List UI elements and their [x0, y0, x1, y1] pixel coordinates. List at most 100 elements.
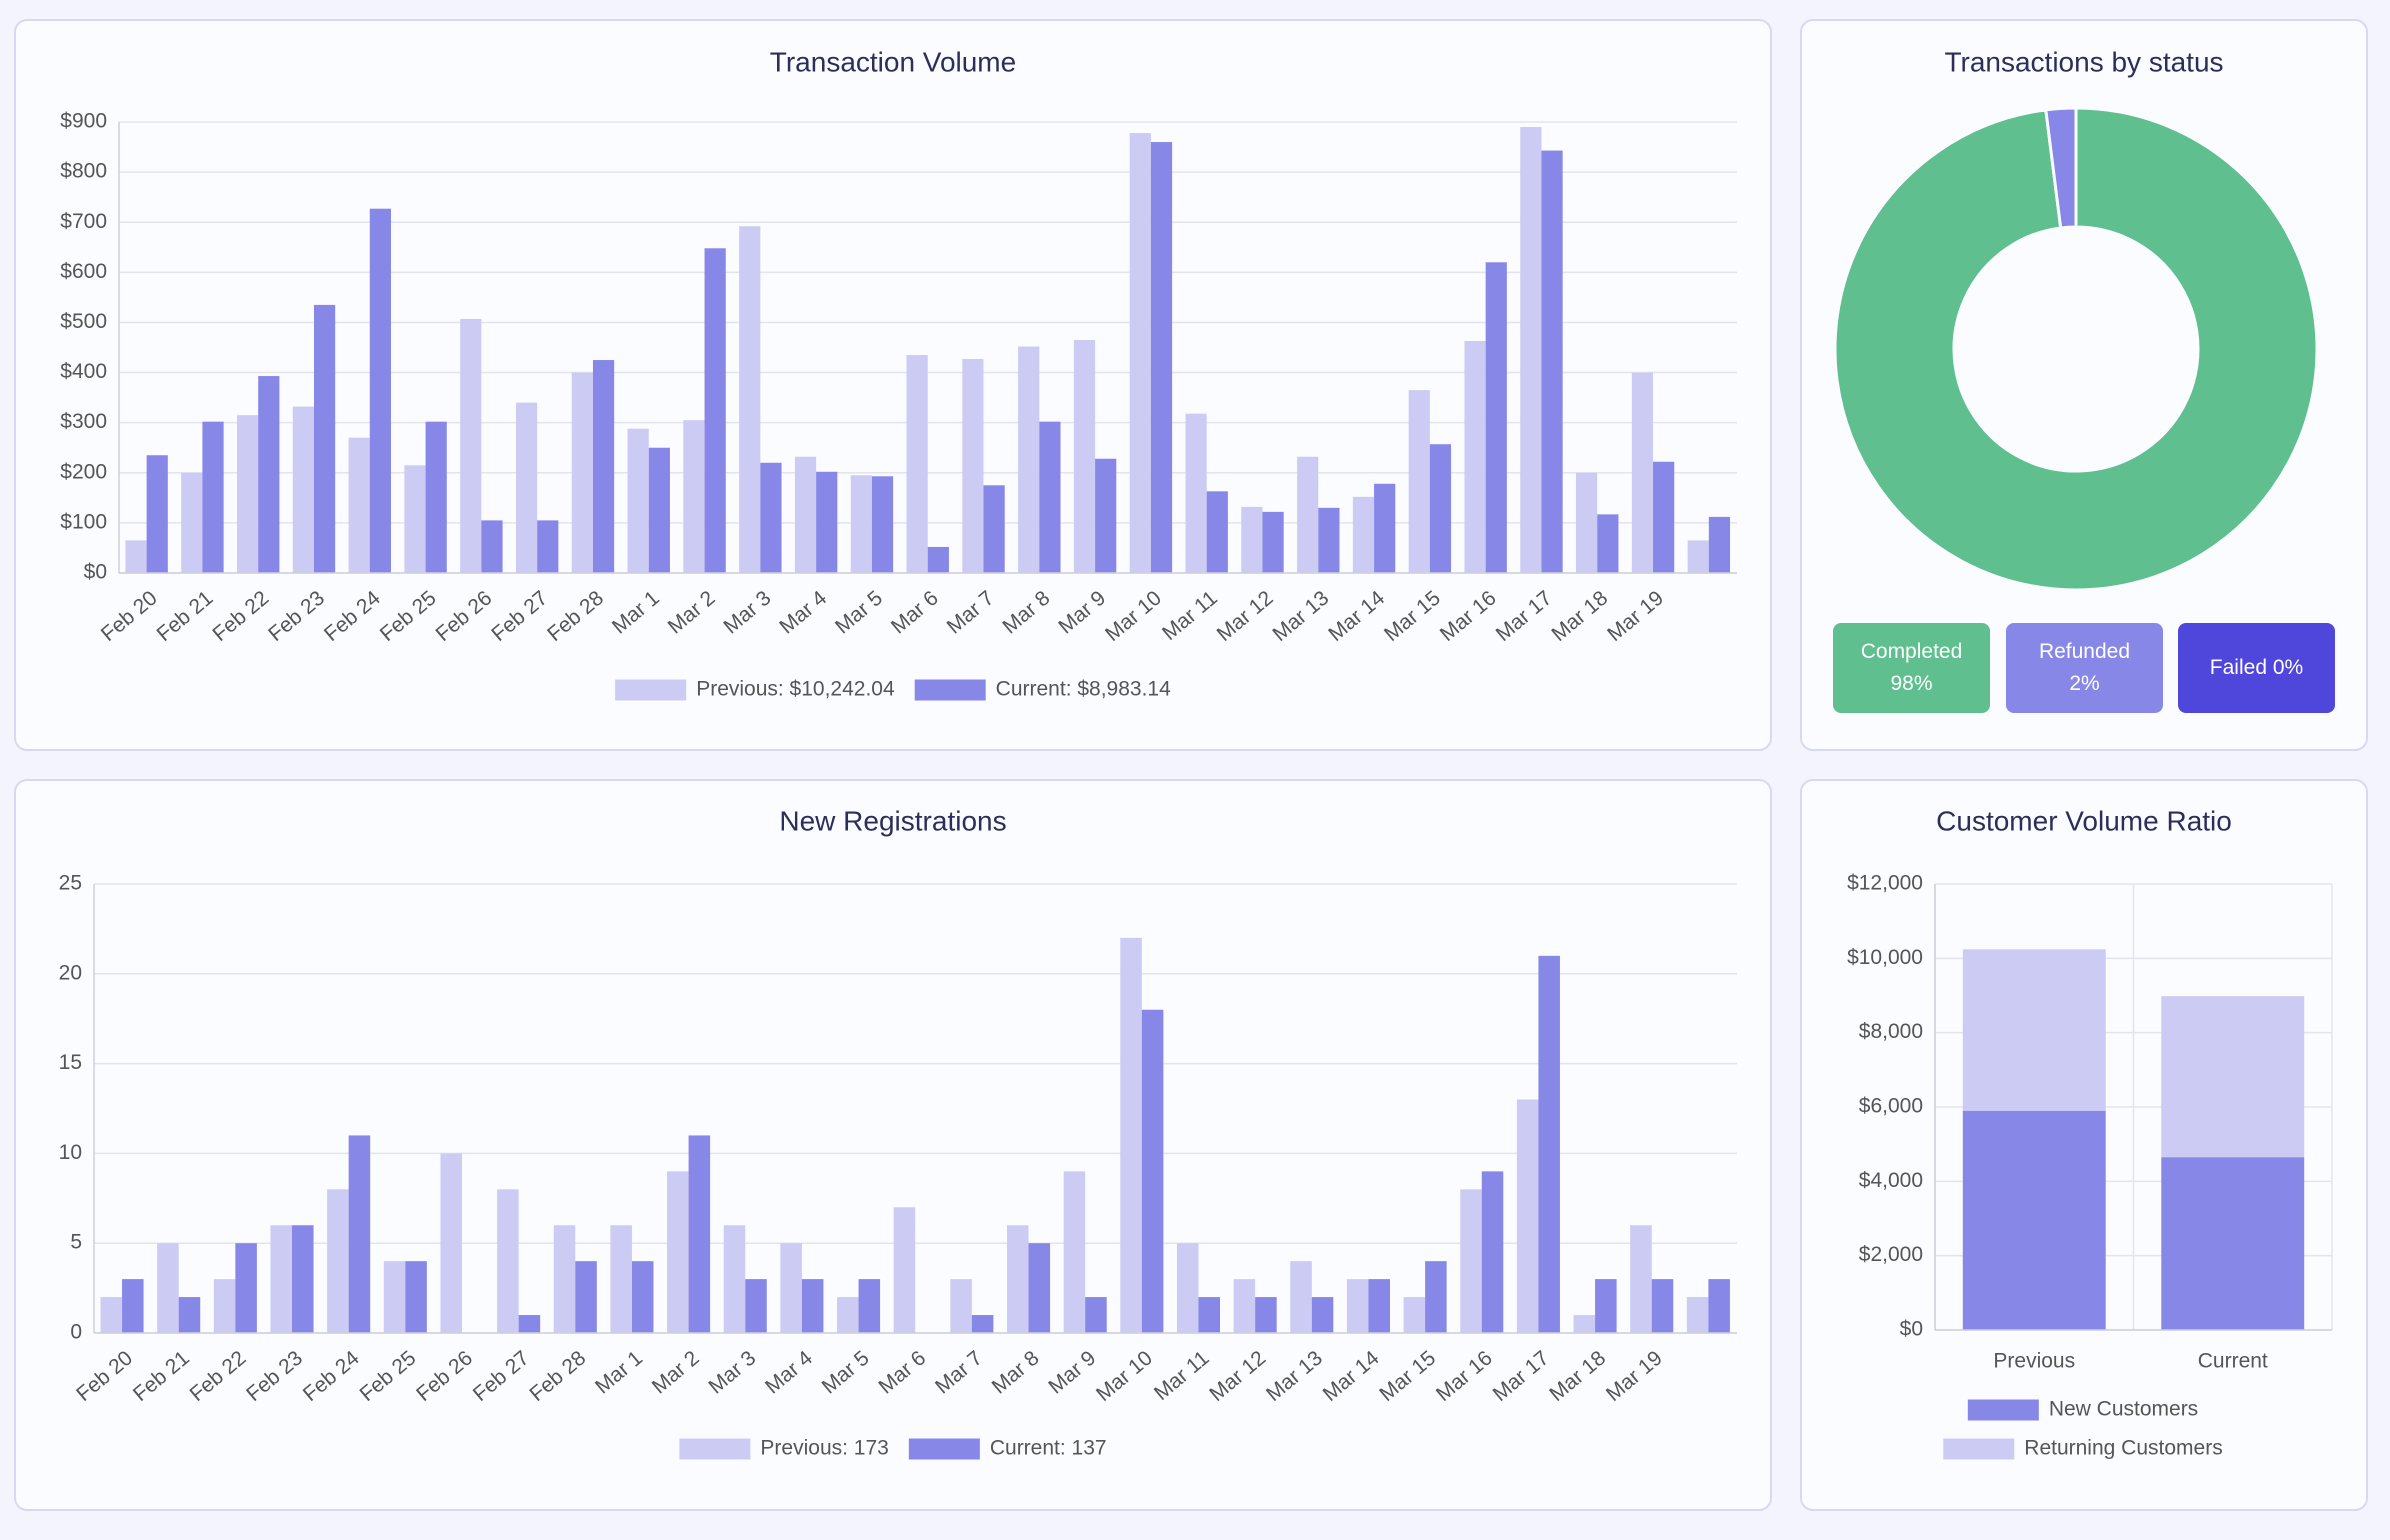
legend-box[interactable]: Failed 0%	[2178, 623, 2335, 713]
bar	[1520, 127, 1542, 573]
bar	[1429, 444, 1452, 573]
bar	[157, 1243, 179, 1333]
bar	[1206, 491, 1228, 573]
bar	[1255, 1297, 1277, 1333]
bar	[258, 376, 280, 573]
bar	[648, 447, 670, 573]
y-tick-label: $300	[60, 410, 107, 433]
y-tick-label: $600	[60, 260, 107, 283]
bar	[237, 415, 259, 573]
legend-swatch	[914, 679, 986, 701]
bar	[906, 355, 928, 573]
bar	[739, 226, 761, 573]
bar	[425, 421, 447, 573]
bar	[1485, 262, 1507, 573]
bar	[893, 1207, 916, 1333]
legend-swatch	[1943, 1438, 2015, 1460]
bar	[1318, 507, 1340, 573]
bar	[1095, 458, 1117, 573]
bar	[1962, 949, 2106, 1111]
bar	[460, 318, 482, 573]
bar	[518, 1315, 541, 1333]
bar	[537, 520, 559, 573]
y-tick-label: 25	[59, 872, 82, 895]
bar	[369, 208, 391, 574]
bar	[1374, 483, 1396, 573]
bar	[1006, 1225, 1029, 1333]
bar	[405, 1261, 427, 1333]
bar	[1120, 937, 1142, 1333]
legend-swatch	[679, 1438, 751, 1460]
y-tick-label: $0	[84, 561, 107, 584]
bar	[704, 248, 726, 573]
bar	[1460, 1189, 1482, 1333]
bar	[1962, 1110, 2106, 1330]
bar	[1541, 150, 1563, 573]
bar	[1425, 1261, 1447, 1333]
bar	[1297, 456, 1319, 573]
bar	[683, 420, 705, 573]
y-tick-label: $900	[60, 110, 107, 133]
y-tick-label: $2,000	[1859, 1243, 1923, 1266]
bar	[723, 1225, 746, 1333]
bar	[1403, 1297, 1426, 1333]
bar	[1185, 413, 1207, 573]
bar	[1708, 1279, 1730, 1333]
bar	[235, 1243, 257, 1333]
bar	[571, 372, 593, 573]
bar	[927, 546, 949, 573]
y-tick-label: $8,000	[1859, 1020, 1923, 1043]
legend-label: 98%	[1890, 672, 1933, 695]
bar	[1073, 339, 1096, 573]
bar	[100, 1297, 123, 1333]
bar	[292, 1225, 314, 1333]
bar	[950, 1279, 972, 1333]
bar	[858, 1279, 881, 1333]
bar	[1129, 133, 1151, 573]
y-tick-label: 0	[70, 1321, 82, 1344]
bar	[1311, 1297, 1334, 1333]
y-tick-label: $700	[60, 210, 107, 233]
legend-label: Refunded	[2038, 640, 2131, 663]
bar	[1464, 340, 1486, 573]
legend-box[interactable]: Completed 98%	[1833, 623, 1990, 713]
bar	[348, 1135, 371, 1333]
bar	[313, 304, 336, 573]
bar	[270, 1225, 293, 1333]
legend-text: Completed 98%	[1855, 636, 1968, 700]
y-tick-label: $10,000	[1847, 946, 1923, 969]
bar	[627, 428, 649, 573]
bar	[631, 1261, 654, 1333]
bar	[2161, 1157, 2305, 1330]
bar	[327, 1189, 349, 1333]
bar	[1653, 461, 1675, 573]
y-tick-label: $4,000	[1859, 1169, 1923, 1192]
bar	[146, 455, 168, 573]
bar	[794, 456, 817, 573]
slice	[1833, 106, 2319, 592]
bar	[1595, 1279, 1617, 1333]
bar	[1631, 372, 1654, 573]
bar	[801, 1279, 824, 1333]
y-tick-label: $100	[60, 510, 107, 533]
legend-swatch	[615, 679, 687, 701]
bar	[440, 1153, 462, 1333]
legend-label: Failed	[2209, 656, 2267, 679]
bar	[1150, 142, 1173, 574]
bar	[1233, 1279, 1256, 1333]
bar	[122, 1279, 144, 1333]
y-tick-label: $800	[60, 160, 107, 183]
chart-title: Customer Volume Ratio	[1936, 805, 2232, 836]
y-tick-label: $400	[60, 360, 107, 383]
y-tick-label: $12,000	[1847, 872, 1923, 895]
legend-label: Completed	[1860, 640, 1963, 663]
legend-box[interactable]: Refunded 2%	[2006, 623, 2163, 713]
bar	[202, 421, 224, 573]
chart-title: New Registrations	[779, 805, 1006, 836]
bar	[745, 1279, 767, 1333]
legend-label: Previous: $10,242.04	[696, 678, 895, 701]
bar	[688, 1135, 711, 1333]
bar	[1085, 1297, 1107, 1333]
